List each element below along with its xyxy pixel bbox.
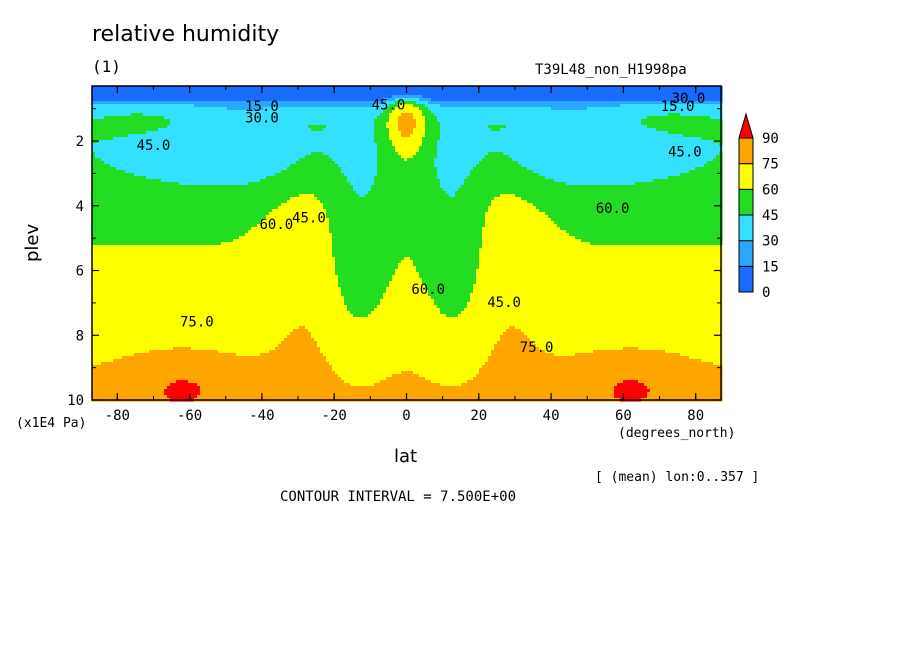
plot-area <box>92 86 723 402</box>
